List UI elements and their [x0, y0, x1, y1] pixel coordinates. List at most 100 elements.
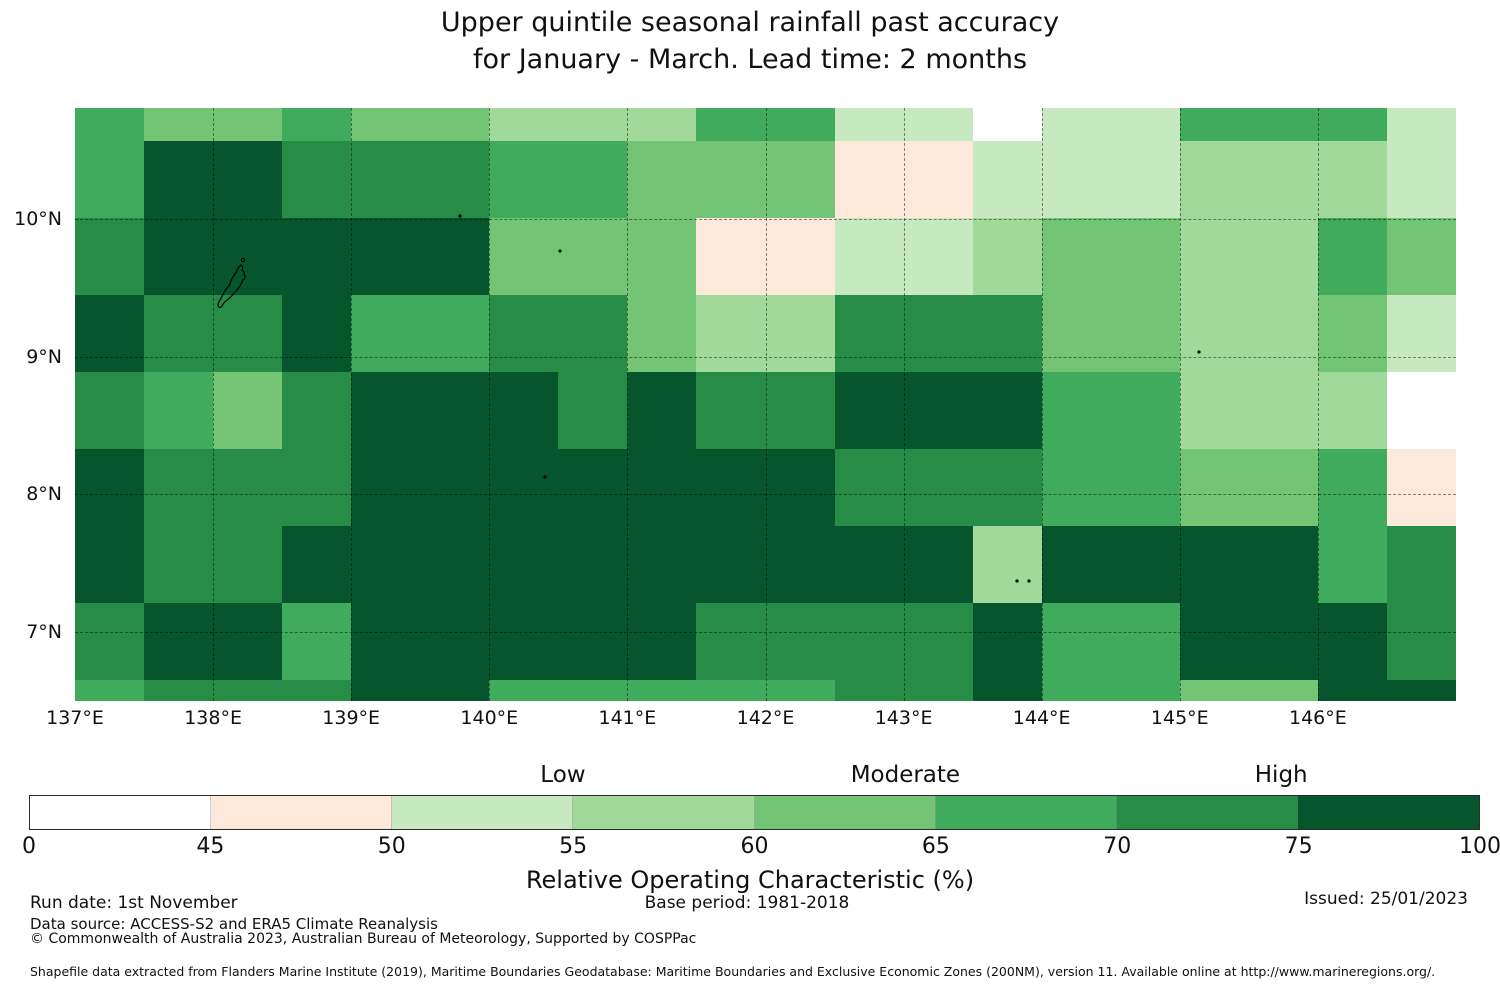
x-tick-label: 146°E [1289, 707, 1347, 729]
heatmap-cell [75, 526, 145, 603]
heatmap-cell [1317, 526, 1387, 603]
heatmap-cell [1041, 108, 1111, 141]
heatmap-cell [351, 295, 421, 372]
heatmap-cell [1386, 603, 1456, 680]
heatmap-cell [1386, 108, 1456, 141]
degree-gridline-vertical [765, 108, 767, 701]
heatmap-cell [627, 218, 697, 295]
heatmap-cell [420, 603, 490, 680]
heatmap-cell [213, 449, 283, 526]
heatmap-cell [1041, 449, 1111, 526]
heatmap-cell [144, 295, 214, 372]
heatmap-cell [1386, 449, 1456, 526]
colorbar-tick-label: 55 [559, 834, 588, 859]
heatmap-cell [282, 449, 352, 526]
heatmap-cell [903, 372, 973, 449]
heatmap-cell [489, 680, 559, 701]
heatmap-cell [1248, 295, 1318, 372]
heatmap-cell [1110, 603, 1180, 680]
heatmap-cell [1179, 295, 1249, 372]
heatmap-cell [1041, 372, 1111, 449]
heatmap-cell [1110, 372, 1180, 449]
degree-gridline-horizontal [75, 631, 1456, 633]
heatmap-cell [765, 295, 835, 372]
heatmap-cell [558, 603, 628, 680]
colorbar-segment [573, 796, 755, 829]
degree-gridline-horizontal [75, 219, 1456, 220]
heatmap-cell [696, 108, 766, 141]
heatmap-cell [282, 603, 352, 680]
heatmap-cell [75, 680, 145, 701]
x-tick-label: 142°E [736, 707, 795, 729]
heatmap-cell [489, 218, 559, 295]
heatmap-cell [1248, 141, 1318, 218]
heatmap-cell [903, 218, 973, 295]
heatmap-cell [558, 218, 628, 295]
colorbar-tick-label: 65 [921, 834, 950, 859]
heatmap-cell [627, 526, 697, 603]
heatmap-cell [627, 372, 697, 449]
degree-gridline-vertical [1317, 108, 1319, 701]
heatmap-cell [834, 141, 904, 218]
heatmap-cell [972, 449, 1042, 526]
heatmap-cell [1248, 680, 1318, 701]
degree-gridline-vertical [1041, 108, 1043, 701]
heatmap-cell [834, 449, 904, 526]
heatmap-cell [972, 108, 1042, 141]
heatmap-cell [420, 295, 490, 372]
heatmap-cell [627, 603, 697, 680]
heatmap-cell [696, 526, 766, 603]
heatmap-cell [765, 108, 835, 141]
colorbar-segment [935, 796, 1117, 829]
colorbar-segment [30, 796, 212, 829]
heatmap-cell [834, 218, 904, 295]
heatmap-cell [1041, 603, 1111, 680]
heatmap-cell [144, 526, 214, 603]
heatmap-cell [1041, 218, 1111, 295]
x-tick-label: 137°E [46, 707, 104, 729]
degree-gridline-vertical [213, 108, 215, 701]
heatmap-cell [75, 218, 145, 295]
heatmap-cell [903, 449, 973, 526]
heatmap-cell [420, 372, 490, 449]
shapefile-note-text: Shapefile data extracted from Flanders M… [30, 964, 1436, 979]
colorbar-group-label: Moderate [850, 762, 961, 788]
heatmap-cell [1317, 218, 1387, 295]
heatmap-cell [903, 680, 973, 701]
heatmap-cell [1179, 526, 1249, 603]
heatmap-cell [351, 218, 421, 295]
heatmap-cell [903, 295, 973, 372]
colorbar-tick-label: 50 [377, 834, 406, 859]
heatmap-cell [1041, 141, 1111, 218]
heatmap-cell [489, 449, 559, 526]
x-tick-label: 141°E [598, 707, 657, 729]
heatmap-cell [489, 141, 559, 218]
x-tick-label: 145°E [1150, 707, 1209, 729]
heatmap-cell [282, 526, 352, 603]
degree-gridline-horizontal [75, 494, 1456, 495]
heatmap-cell [696, 449, 766, 526]
heatmap-cell [627, 141, 697, 218]
degree-gridline-vertical [1179, 108, 1181, 701]
heatmap-cell [1386, 295, 1456, 372]
heatmap-cell [213, 372, 283, 449]
degree-gridline-vertical [351, 108, 353, 701]
heatmap-cell [489, 372, 559, 449]
colorbar-segment [211, 796, 393, 829]
heatmap-cell [213, 680, 283, 701]
y-tick-label: 10°N [14, 208, 62, 230]
heatmap-cell [144, 218, 214, 295]
heatmap-cell [351, 108, 421, 141]
heatmap-cell [420, 526, 490, 603]
colorbar [29, 795, 1480, 830]
heatmap-cell [1110, 108, 1180, 141]
heatmap-cell [144, 680, 214, 701]
heatmap-cell [558, 449, 628, 526]
colorbar-segment [754, 796, 936, 829]
heatmap-cell [1248, 372, 1318, 449]
heatmap-cell [1317, 372, 1387, 449]
heatmap-cell [420, 218, 490, 295]
heatmap-cell [1179, 680, 1249, 701]
heatmap-cell [144, 449, 214, 526]
heatmap-cell [696, 603, 766, 680]
